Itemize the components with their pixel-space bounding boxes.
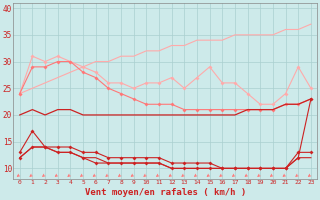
X-axis label: Vent moyen/en rafales ( km/h ): Vent moyen/en rafales ( km/h ): [85, 188, 246, 197]
